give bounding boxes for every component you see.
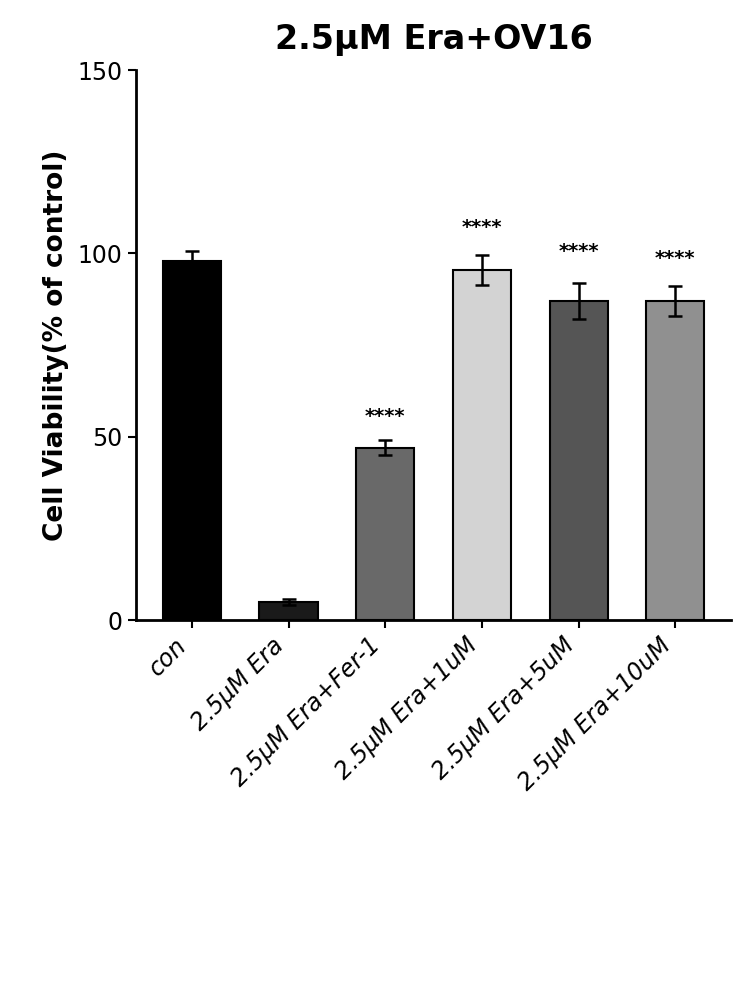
Text: ****: **** (365, 407, 406, 426)
Bar (356, 448, 414, 620)
Bar (163, 261, 221, 620)
Text: ****: **** (655, 249, 695, 268)
Title: 2.5μM Era+OV16: 2.5μM Era+OV16 (274, 23, 593, 56)
Text: ****: **** (461, 218, 502, 237)
Text: ****: **** (559, 242, 599, 261)
Bar (453, 270, 511, 620)
Bar (550, 301, 608, 620)
Bar (259, 602, 317, 620)
Y-axis label: Cell Viability(% of control): Cell Viability(% of control) (43, 149, 69, 541)
Bar (646, 301, 704, 620)
